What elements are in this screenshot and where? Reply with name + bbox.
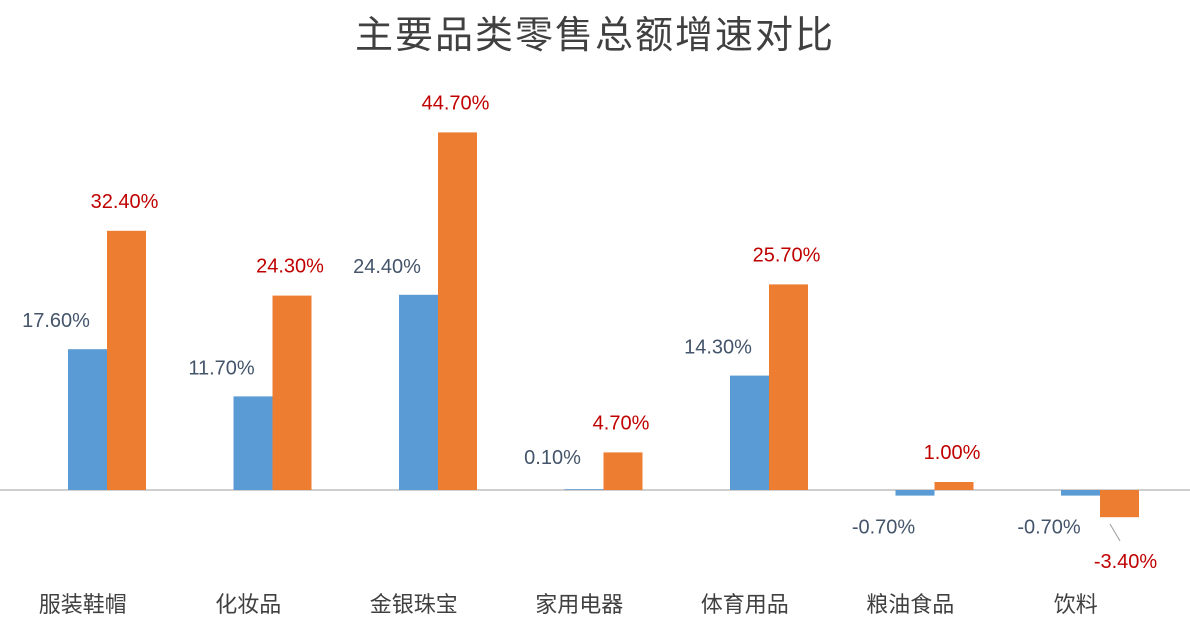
data-label-a-3: 0.10% [524, 447, 581, 469]
data-label-b-0: 32.40% [91, 191, 159, 213]
bar-b-5 [934, 482, 974, 490]
chart-title: 主要品类零售总额增速对比 [354, 13, 835, 57]
data-label-a-1: 11.70% [188, 357, 255, 379]
bar-a-0 [68, 349, 107, 490]
bar-a-1 [233, 396, 273, 490]
data-label-a-0: 17.60% [22, 310, 90, 332]
bar-a-2 [399, 294, 438, 490]
category-label-6: 饮料 [1054, 593, 1098, 618]
data-label-b-5: 1.00% [924, 442, 981, 464]
data-label-a-6: -0.70% [1017, 517, 1081, 539]
bar-b-6 [1100, 490, 1139, 518]
data-label-b-6: -3.40% [1094, 551, 1158, 573]
category-label-4: 体育用品 [701, 593, 789, 618]
category-label-3: 家用电器 [535, 593, 623, 618]
bar-b-2 [438, 132, 477, 490]
bar-a-4 [730, 375, 769, 490]
data-label-a-5: -0.70% [852, 517, 916, 539]
data-label-b-3: 4.70% [593, 412, 650, 434]
leader-line [1109, 523, 1121, 542]
bar-b-0 [107, 230, 146, 491]
bar-a-5 [895, 490, 935, 496]
bar-a-6 [1061, 490, 1100, 496]
bar-b-4 [769, 284, 808, 490]
bar-b-3 [603, 452, 643, 490]
data-label-a-4: 14.30% [684, 337, 752, 359]
bar-a-3 [564, 489, 604, 490]
data-label-b-4: 25.70% [753, 244, 821, 266]
data-label-a-2: 24.40% [353, 256, 421, 278]
data-label-b-2: 44.70% [422, 92, 490, 114]
category-label-0: 服装鞋帽 [39, 593, 127, 618]
category-label-1: 化妆品 [215, 593, 281, 618]
category-label-5: 粮油食品 [866, 593, 954, 618]
bar-b-1 [272, 295, 312, 490]
data-label-b-1: 24.30% [256, 256, 324, 278]
category-label-2: 金银珠宝 [370, 593, 458, 618]
